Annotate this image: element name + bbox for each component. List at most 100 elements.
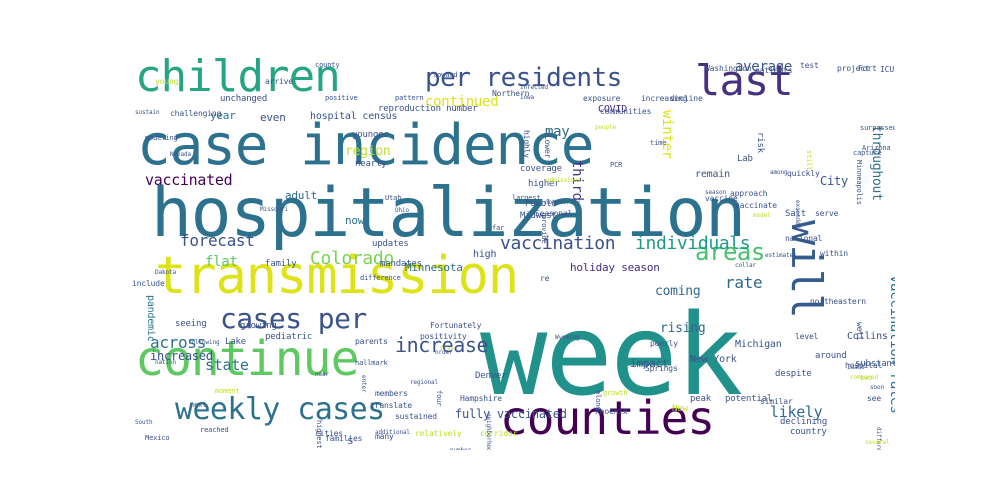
word-time: time [650,139,667,147]
word-largest: largest [512,194,541,202]
word-third: third [569,160,585,201]
word-northeastern: northeastern [810,297,866,306]
word-following: following [188,339,220,346]
word-now: now [345,214,365,227]
word-growing: growing [240,321,277,331]
word-counties: counties [500,391,715,445]
word-capture: capture [853,149,882,157]
word-wyoming: Wyoming [555,334,580,341]
word-lake: Lake [225,337,246,347]
word-include: include [132,279,165,288]
word-positivity: positivity [420,332,467,341]
word-neighborhoods: neighborhoods [485,413,492,450]
word-national: national [785,234,823,243]
word-five: five [440,345,454,352]
word-families: families [325,434,363,443]
word-differential: differential [875,427,882,450]
word-holiday-season: holiday season [570,261,660,274]
word-high: high [473,249,497,260]
word-may: may [545,124,570,140]
word-across: across [150,333,206,352]
word-cases-per: cases per [220,302,367,335]
word-surpassed: surpassed [860,124,895,132]
word-fortunately: Fortunately [430,321,482,330]
word-per-residents: per residents [425,63,622,93]
word-risk: risk [755,132,765,153]
word-increased: increased [150,349,213,363]
word-arizona: Arizona [862,144,891,152]
word-young: young [155,77,179,86]
word-exposure: exposure [583,94,621,103]
word-sustained: sustained [395,412,437,421]
word-poorly: poorly [650,339,678,348]
word-country: country [790,427,827,437]
word-new: New [672,404,688,414]
word-despite: despite [775,369,812,379]
word-hospital-census: hospital census [310,111,398,122]
word-county: county [315,61,340,69]
word-exceeded: exceeded [794,200,801,228]
word-midwest: Midwest [520,211,557,221]
word-quickly: quickly [787,169,820,178]
word-pcr: PCR [610,161,623,169]
word-decline: decline [670,94,703,103]
word-positive: positive [325,94,358,102]
word-patients: patients [755,66,793,75]
word-collins: Collins [847,331,888,342]
word-springs: Springs [645,364,678,373]
word-remain: remain [695,169,730,180]
word-soon: soon [870,384,884,391]
word-nation: nation [155,359,176,366]
word-mexico: Mexico [145,434,170,442]
word-hospitalization: hospitalization [151,174,746,253]
word-hallmark: hallmark [355,359,388,367]
word-vaccination-rates: vaccination rates [887,275,895,414]
word-still: still [805,150,813,171]
word-season: season [705,189,726,196]
word-many: many [375,432,394,441]
word-vaccine: vaccine [705,194,738,203]
word-challenging: challenging [170,109,222,118]
word-last: last [695,56,794,105]
word-reproduction-number: reproduction number [378,104,478,114]
word-next: next [190,401,207,409]
word-arrive: arrive [265,77,293,86]
word-children: children [135,51,341,102]
word-regional: regional [410,379,438,386]
word-transmission: transmission [155,246,519,306]
word-difference: difference [360,274,401,282]
word-winter: winter [659,110,675,159]
word-pandemic: pandemic [145,295,156,342]
word-compared: compared [850,374,878,381]
word-see: see [867,394,881,403]
word-northern: Northern [492,89,530,98]
word-minneapolis: Minneapolis [855,160,863,205]
word-coverage: coverage [520,164,562,174]
word-among: among [770,169,788,176]
word-model: model [753,212,771,219]
word-week: week [480,291,743,421]
word-region: region [345,144,391,159]
word-michigan: Michigan [735,339,782,350]
word-highly: highly [522,130,531,158]
word-re: re [540,274,550,283]
word-noteworthy: noteworthy [545,199,580,206]
word-flat: flat [205,254,238,270]
word-rising: rising [660,321,706,336]
word-estimates: estimates [765,252,797,259]
word-serve: serve [815,209,839,218]
word-order: order [435,349,453,356]
word-idaho: Idaho [847,364,865,371]
word-vaccination: vaccination [500,233,616,254]
word-several: several [865,439,890,446]
word-vaccinate: vaccinate [735,201,777,210]
word-continued: continued [425,94,499,110]
word-seasonal: Seasonal [535,209,573,218]
word-year: year [210,109,236,122]
word-pueblo: Pueblo [525,199,557,209]
word-pediatric: pediatric [265,332,313,342]
word-peak: peak [690,394,711,404]
word-hampshire: Hampshire [460,394,502,403]
word-parents: parents [355,337,388,346]
word-lab: Lab [737,154,753,164]
